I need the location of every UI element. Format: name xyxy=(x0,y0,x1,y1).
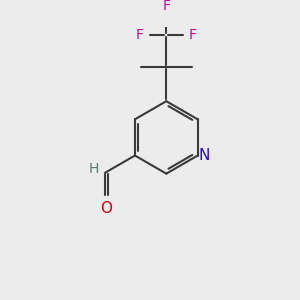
Text: H: H xyxy=(88,162,99,176)
Text: N: N xyxy=(198,148,210,163)
Text: F: F xyxy=(162,0,170,14)
Text: F: F xyxy=(136,28,144,42)
Text: O: O xyxy=(100,201,112,216)
Text: F: F xyxy=(189,28,197,42)
